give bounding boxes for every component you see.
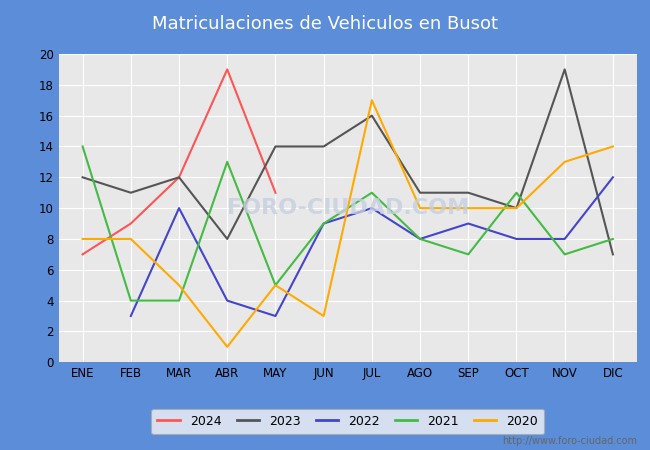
Legend: 2024, 2023, 2022, 2021, 2020: 2024, 2023, 2022, 2021, 2020 [151, 409, 545, 434]
Text: Matriculaciones de Vehiculos en Busot: Matriculaciones de Vehiculos en Busot [152, 14, 498, 33]
Text: FORO-CIUDAD.COM: FORO-CIUDAD.COM [227, 198, 469, 218]
Text: http://www.foro-ciudad.com: http://www.foro-ciudad.com [502, 436, 637, 446]
